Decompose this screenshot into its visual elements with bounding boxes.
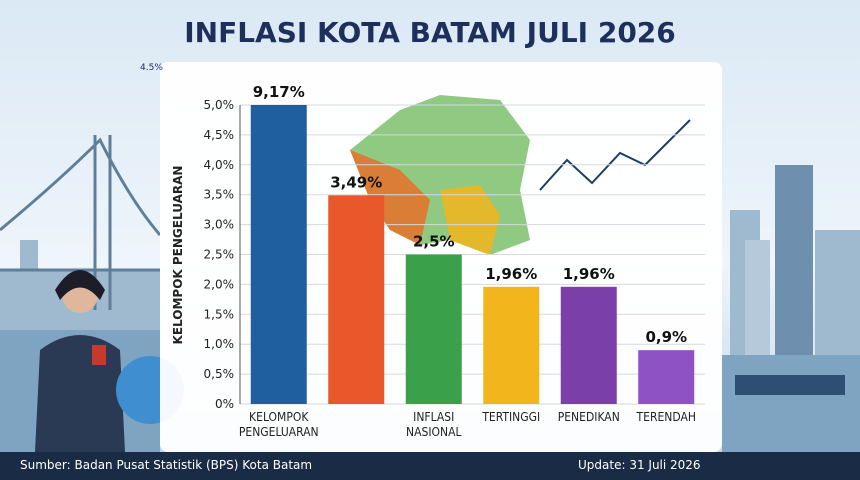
y-axis-label: KELOMPOK PENGELUARAN [171,166,185,345]
bar [405,254,462,404]
chart-title: INFLASI KOTA BATAM JULI 2026 [184,16,676,49]
y-tick-label: 1,5% [204,307,235,321]
x-tick-label: INFLASI NASIONAL [406,410,462,439]
y-tick-label: 0% [215,397,234,411]
value-label: 1,96% [485,265,537,283]
value-label: 9,17% [253,83,305,101]
y-tick-label: 0,5% [204,367,235,381]
value-label: 0,9% [645,328,687,346]
y-tick-label: 3,5% [204,188,235,202]
value-label: 2,5% [413,233,455,251]
y-tick-label: 2,0% [204,277,235,291]
footer-bar [0,452,860,480]
y-tick-label: 2,5% [204,248,235,262]
bar [560,286,617,404]
y-tick-label: 1,0% [204,337,235,351]
x-tick-label: TERENDAH [636,410,696,424]
value-label: 3,49% [330,173,382,191]
y-tick-label: 4,0% [204,158,235,172]
x-tick-label: PENEDIKAN [557,410,620,424]
bar [483,286,540,404]
y-tick-label: 5,0% [204,98,235,112]
footer-source: Sumber: Badan Pusat Statistik (BPS) Kota… [20,458,313,472]
bar [638,350,695,404]
x-tick-label: KELOMPOK PENGELUARAN [238,410,319,439]
y-tick-label: 4,5% [204,128,235,142]
bar [328,195,385,404]
bar [250,105,307,405]
bars [250,105,695,405]
x-tick-label: TERTINGGI [482,410,541,424]
y-tick-label: 3,0% [204,218,235,232]
decor-label: 4.5% [140,63,163,73]
value-label: 1,96% [563,265,615,283]
footer-update: Update: 31 Juli 2026 [578,458,701,472]
